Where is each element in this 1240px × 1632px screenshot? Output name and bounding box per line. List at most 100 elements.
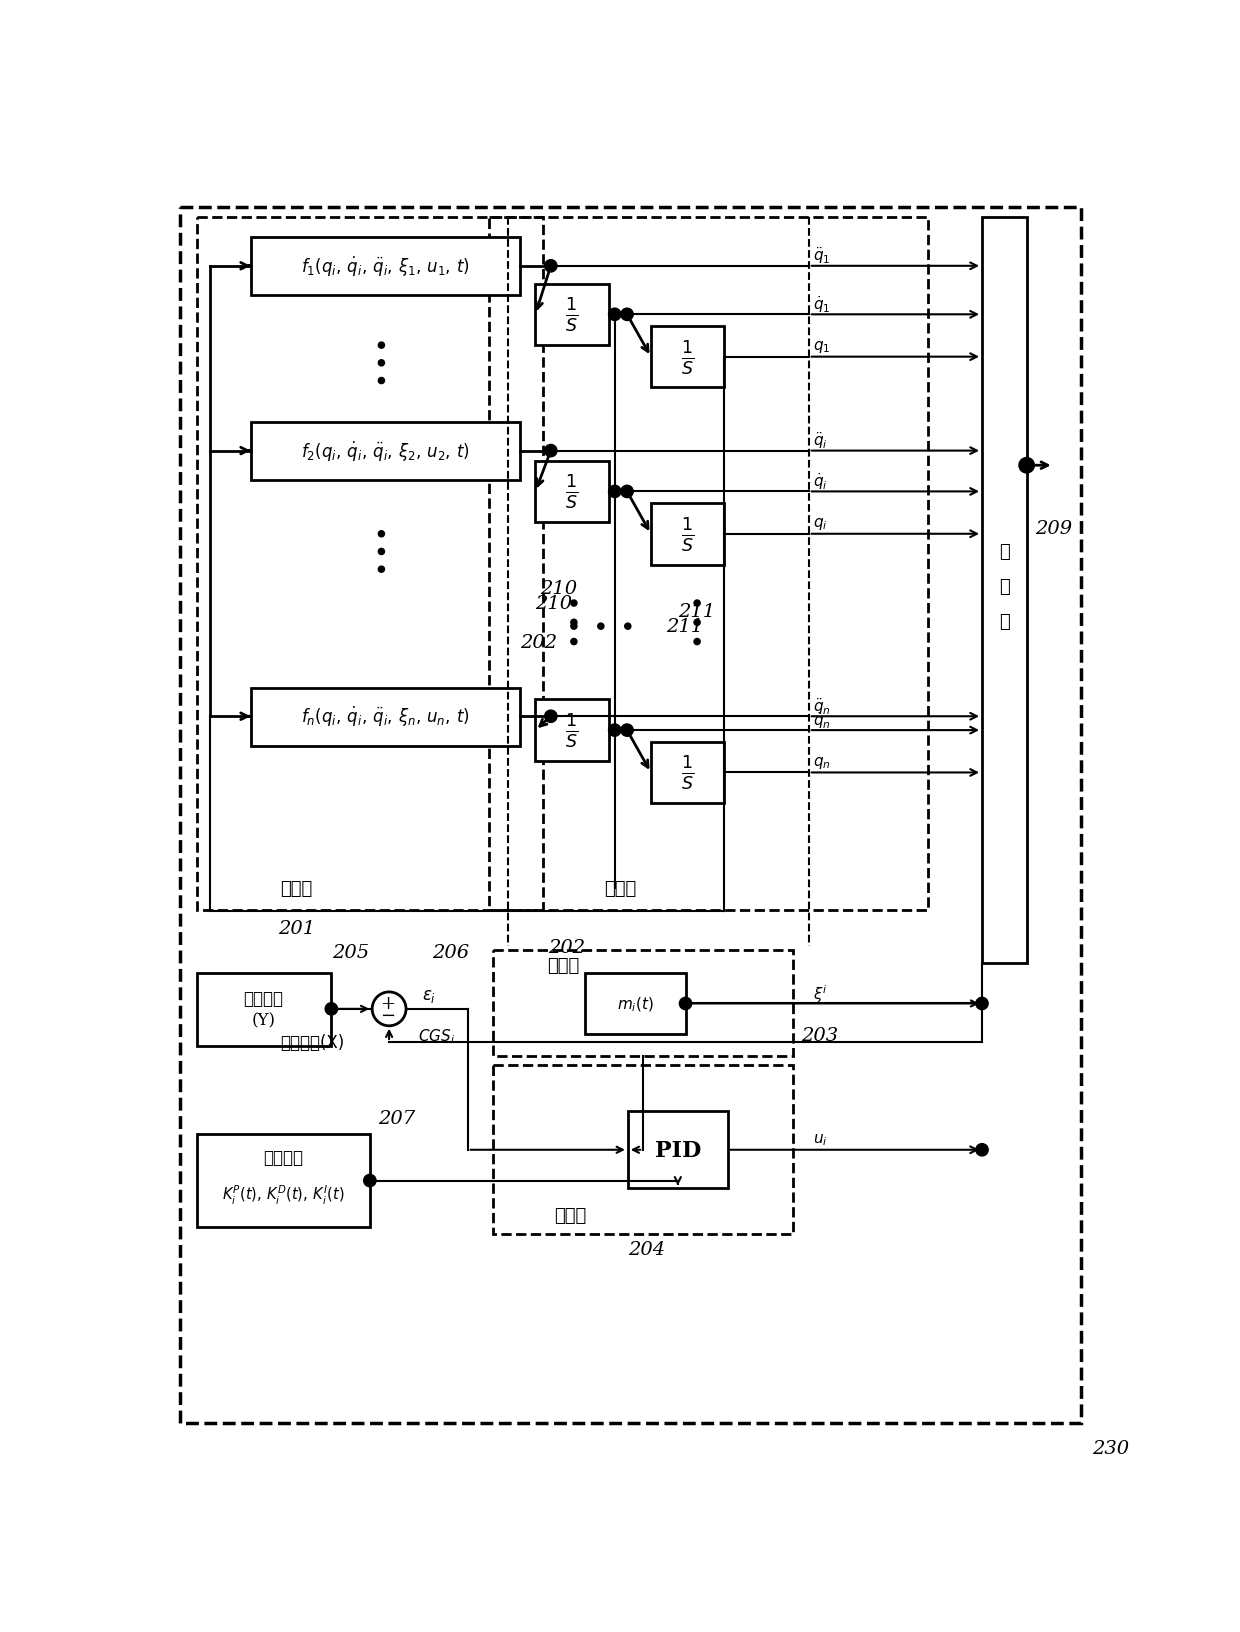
Circle shape [625, 623, 631, 630]
Text: 激发块: 激发块 [547, 956, 579, 974]
Text: 感: 感 [999, 578, 1009, 596]
Bar [494, 1066, 794, 1235]
Circle shape [378, 566, 384, 573]
Circle shape [544, 446, 557, 457]
Text: $\frac{1}{S}$: $\frac{1}{S}$ [565, 473, 578, 511]
Circle shape [378, 361, 384, 367]
Text: $q_1$: $q_1$ [812, 339, 830, 354]
Circle shape [378, 548, 384, 555]
Text: 211: 211 [666, 619, 703, 636]
Text: 控制增益: 控制增益 [263, 1149, 303, 1167]
Text: 控制块: 控制块 [554, 1206, 587, 1224]
Text: $u_i$: $u_i$ [812, 1131, 827, 1147]
Bar [494, 950, 794, 1056]
Circle shape [378, 343, 384, 349]
Circle shape [609, 725, 621, 736]
Text: PID: PID [655, 1139, 701, 1160]
Text: 设备输出(X): 设备输出(X) [280, 1033, 345, 1051]
Text: $\frac{1}{S}$: $\frac{1}{S}$ [565, 712, 578, 749]
Text: $q_i$: $q_i$ [812, 516, 827, 532]
Circle shape [694, 640, 701, 645]
Text: 器: 器 [999, 612, 1009, 630]
Bar [536, 284, 609, 346]
Circle shape [325, 1004, 337, 1015]
Text: 206: 206 [432, 943, 469, 961]
Text: $\ddot{q}_n$: $\ddot{q}_n$ [812, 695, 831, 716]
Text: $f_n(q_i,\,\dot{q}_i,\,\ddot{q}_i,\,\xi_n,\,u_n,\,t)$: $f_n(q_i,\,\dot{q}_i,\,\ddot{q}_i,\,\xi_… [301, 705, 470, 730]
Text: 传: 传 [999, 543, 1009, 561]
Circle shape [621, 486, 634, 498]
Bar [536, 462, 609, 522]
Circle shape [544, 710, 557, 723]
Text: $\varepsilon_i$: $\varepsilon_i$ [422, 986, 436, 1004]
Text: 202: 202 [520, 633, 557, 651]
Text: 201: 201 [278, 919, 315, 937]
Circle shape [570, 623, 577, 630]
Bar [250, 423, 520, 480]
Text: $f_2(q_i,\,\dot{q}_i,\,\ddot{q}_i,\,\xi_2,\,u_2,\,t)$: $f_2(q_i,\,\dot{q}_i,\,\ddot{q}_i,\,\xi_… [301, 439, 470, 463]
Text: $\frac{1}{S}$: $\frac{1}{S}$ [681, 338, 693, 377]
Text: $\frac{1}{S}$: $\frac{1}{S}$ [681, 754, 693, 792]
Circle shape [378, 379, 384, 385]
Circle shape [621, 725, 634, 736]
Circle shape [976, 1144, 988, 1155]
Bar [536, 700, 609, 762]
Bar [250, 238, 520, 295]
Circle shape [694, 620, 701, 627]
Text: −: − [379, 1007, 396, 1025]
Text: 210: 210 [539, 579, 577, 597]
Text: 209: 209 [1035, 521, 1073, 539]
Circle shape [621, 308, 634, 322]
Text: 210: 210 [536, 594, 573, 612]
Circle shape [372, 992, 405, 1027]
Text: $\dot{q}_n$: $\dot{q}_n$ [812, 710, 831, 731]
Text: 参考信号: 参考信号 [243, 989, 284, 1007]
Bar [651, 326, 724, 388]
Text: $m_i(t)$: $m_i(t)$ [618, 994, 653, 1013]
Text: 230: 230 [1092, 1439, 1130, 1457]
Circle shape [363, 1175, 376, 1186]
Circle shape [976, 997, 988, 1010]
Text: $\ddot{q}_i$: $\ddot{q}_i$ [812, 431, 827, 450]
Text: 积分块: 积分块 [604, 880, 636, 898]
Bar [197, 973, 331, 1046]
Text: 方程块: 方程块 [280, 880, 312, 898]
Text: $f_1(q_i,\,\dot{q}_i,\,\ddot{q}_i,\,\xi_1,\,u_1,\,t)$: $f_1(q_i,\,\dot{q}_i,\,\ddot{q}_i,\,\xi_… [301, 255, 470, 279]
Circle shape [598, 623, 604, 630]
Bar [651, 504, 724, 565]
Text: 207: 207 [378, 1110, 415, 1128]
Text: $\dot{q}_i$: $\dot{q}_i$ [812, 472, 827, 491]
Bar [585, 973, 686, 1035]
Circle shape [609, 308, 621, 322]
Text: 205: 205 [332, 943, 370, 961]
Bar [982, 217, 1027, 965]
Bar [197, 1134, 370, 1227]
Circle shape [570, 601, 577, 607]
Text: $\dot{q}_1$: $\dot{q}_1$ [812, 294, 830, 315]
Text: 203: 203 [801, 1027, 838, 1044]
Circle shape [378, 532, 384, 537]
Text: $\frac{1}{S}$: $\frac{1}{S}$ [565, 297, 578, 335]
Text: $\ddot{q}_1$: $\ddot{q}_1$ [812, 245, 830, 266]
Text: $q_n$: $q_n$ [812, 754, 831, 770]
Text: 202: 202 [548, 938, 585, 956]
Circle shape [694, 601, 701, 607]
Circle shape [680, 997, 692, 1010]
Circle shape [544, 261, 557, 273]
Text: 211: 211 [678, 602, 715, 620]
Circle shape [1019, 459, 1034, 473]
Circle shape [570, 640, 577, 645]
Text: $\xi^i$: $\xi^i$ [812, 982, 827, 1004]
Text: $CGS_i$: $CGS_i$ [418, 1027, 455, 1046]
Text: 204: 204 [629, 1240, 666, 1258]
Bar [627, 1111, 728, 1188]
Bar [250, 689, 520, 746]
Text: $\frac{1}{S}$: $\frac{1}{S}$ [681, 516, 693, 553]
Circle shape [609, 486, 621, 498]
Bar [197, 217, 543, 911]
Circle shape [570, 620, 577, 627]
Bar [490, 217, 928, 911]
Text: +: + [381, 996, 396, 1013]
Text: (Y): (Y) [252, 1012, 275, 1028]
Text: $K^P_i(t),\,K^D_i(t),\,K^I_i(t)$: $K^P_i(t),\,K^D_i(t),\,K^I_i(t)$ [222, 1183, 345, 1206]
